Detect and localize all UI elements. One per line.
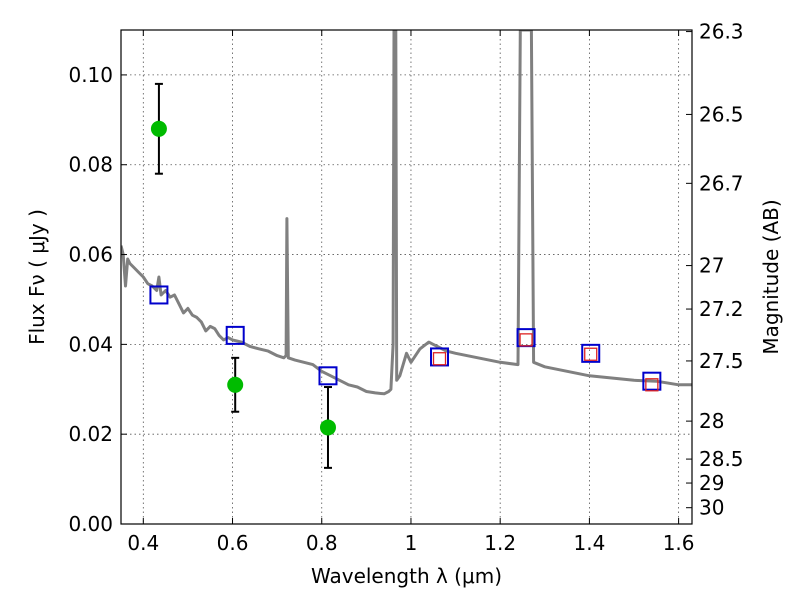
model-photometry-marker — [149, 285, 169, 305]
grid-lines — [121, 30, 692, 524]
plot-frame — [120, 29, 693, 525]
filter-photometry-marker — [584, 347, 598, 361]
filter-photometry-marker — [645, 378, 659, 392]
observed-flux-point — [150, 120, 167, 137]
observed-flux-point — [319, 419, 336, 436]
x-tick-label: 0.6 — [217, 531, 249, 555]
y-tick-label: 0.10 — [68, 63, 113, 87]
filter-photometry-marker — [432, 352, 447, 366]
y-tick-label: 0.08 — [68, 153, 113, 177]
y-tick-label: 0.00 — [68, 512, 113, 536]
model-photometry-marker — [430, 347, 450, 367]
model-photometry-marker — [581, 343, 601, 363]
y-tick-label: 0.02 — [68, 422, 113, 446]
y-tick-label: 0.04 — [68, 332, 113, 356]
x-tick-label: 0.8 — [306, 531, 338, 555]
model-photometry-marker — [225, 325, 245, 345]
magnitude-tick-label: 30 — [699, 496, 724, 520]
x-tick-label: 1.4 — [573, 531, 605, 555]
filter-photometry-marker — [519, 333, 533, 347]
magnitude-tick-label: 26.5 — [699, 102, 744, 126]
x-axis: 0.4 0.6 0.8 1 1.2 1.4 1.6 — [127, 30, 695, 555]
y-tick-label: 0.06 — [68, 243, 113, 267]
y-axis: 0.00 0.02 0.04 0.06 0.08 0.10 — [68, 63, 127, 536]
observed-flux-point — [227, 376, 244, 393]
x-tick-label: 1.6 — [663, 531, 695, 555]
magnitude-tick-label: 27 — [699, 254, 724, 278]
magnitude-tick-label: 26.7 — [699, 171, 744, 195]
model-photometry-marker — [318, 366, 338, 386]
sed-model-line — [121, 30, 692, 396]
magnitude-axis-title: Magnitude (AB) — [759, 199, 783, 354]
y-axis-title: Flux Fν ( μJy ) — [25, 209, 49, 345]
magnitude-tick-label: 28 — [699, 409, 724, 433]
plot-area — [121, 30, 692, 469]
x-axis-title: Wavelength λ (μm) — [311, 564, 502, 588]
x-tick-label: 1.2 — [484, 531, 516, 555]
x-tick-label: 1 — [405, 531, 418, 555]
magnitude-tick-label: 28.5 — [699, 447, 744, 471]
magnitude-tick-label: 27.5 — [699, 349, 744, 373]
magnitude-tick-label: 29 — [699, 471, 724, 495]
x-tick-label: 0.4 — [127, 531, 159, 555]
magnitude-tick-label: 27.2 — [699, 297, 744, 321]
model-photometry-marker — [642, 371, 662, 391]
magnitude-tick-label: 26.3 — [699, 20, 744, 44]
